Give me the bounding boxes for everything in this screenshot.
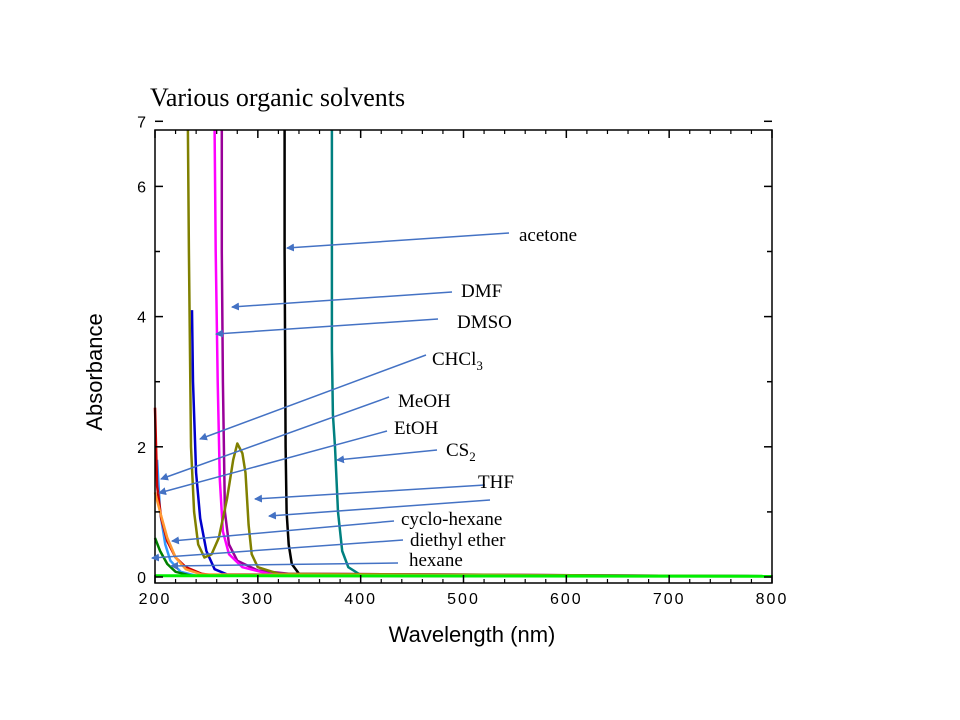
y-tick-label: 7 bbox=[137, 114, 146, 131]
annotation-arrow-thf bbox=[254, 484, 486, 503]
x-tick-label: 500 bbox=[447, 591, 480, 608]
x-tick-label: 400 bbox=[344, 591, 377, 608]
annotation-arrow-cs2 bbox=[336, 449, 438, 464]
chart-title: Various organic solvents bbox=[150, 83, 405, 112]
annotation-arrow-meoh bbox=[160, 396, 390, 481]
y-tick-label: 6 bbox=[137, 179, 146, 196]
annotation-arrow-etoh bbox=[158, 430, 388, 496]
x-tick-labels: 200 300 400 500 600 700 800 bbox=[139, 591, 789, 608]
series-line-thf bbox=[186, 129, 773, 578]
series-line-cs2 bbox=[330, 130, 773, 578]
annotation-arrow-acetone bbox=[286, 232, 510, 252]
annotation-label-cs2: CS2 bbox=[446, 440, 476, 464]
y-tick-label: 0 bbox=[137, 570, 146, 587]
series-line-dmso bbox=[213, 129, 773, 578]
x-tick-label: 200 bbox=[139, 591, 172, 608]
y-tick-labels: 0 2 4 6 7 bbox=[137, 114, 146, 587]
annotation-label-thf: THF bbox=[478, 472, 514, 493]
annotation-label-diethyl-ether: diethyl ether bbox=[410, 530, 506, 551]
annotation-label-dmso: DMSO bbox=[457, 312, 512, 333]
annotation-label-hexane: hexane bbox=[409, 550, 463, 571]
tick-marks bbox=[154, 120, 773, 583]
annotation-arrow-dmso bbox=[215, 318, 439, 338]
x-tick-label: 800 bbox=[756, 591, 789, 608]
annotation-label-cyclo-hexane: cyclo-hexane bbox=[401, 509, 502, 530]
annotation-label-dmf: DMF bbox=[461, 281, 502, 302]
annotation-label-acetone: acetone bbox=[519, 225, 577, 246]
x-axis-label: Wavelength (nm) bbox=[389, 622, 556, 647]
annotation-arrow-hexane-2 bbox=[170, 561, 399, 570]
y-tick-label: 2 bbox=[137, 440, 146, 457]
annotation-label-etoh: EtOH bbox=[394, 418, 439, 439]
annotation-arrow-chcl3 bbox=[199, 354, 427, 441]
y-tick-label: 4 bbox=[137, 310, 146, 327]
annotation-arrow-cyclo-hexane bbox=[268, 499, 491, 520]
x-tick-label: 300 bbox=[241, 591, 274, 608]
annotation-label-chcl3: CHCl3 bbox=[432, 349, 483, 373]
x-tick-label: 600 bbox=[550, 591, 583, 608]
annotation-arrow-dmf bbox=[231, 291, 453, 311]
annotation-label-meoh: MeOH bbox=[398, 391, 451, 412]
y-axis-label: Absorbance bbox=[82, 313, 107, 430]
x-tick-label: 700 bbox=[653, 591, 686, 608]
annotation-arrow-diethyl-ether bbox=[171, 520, 395, 545]
annotation-arrow-hexane bbox=[151, 539, 404, 562]
